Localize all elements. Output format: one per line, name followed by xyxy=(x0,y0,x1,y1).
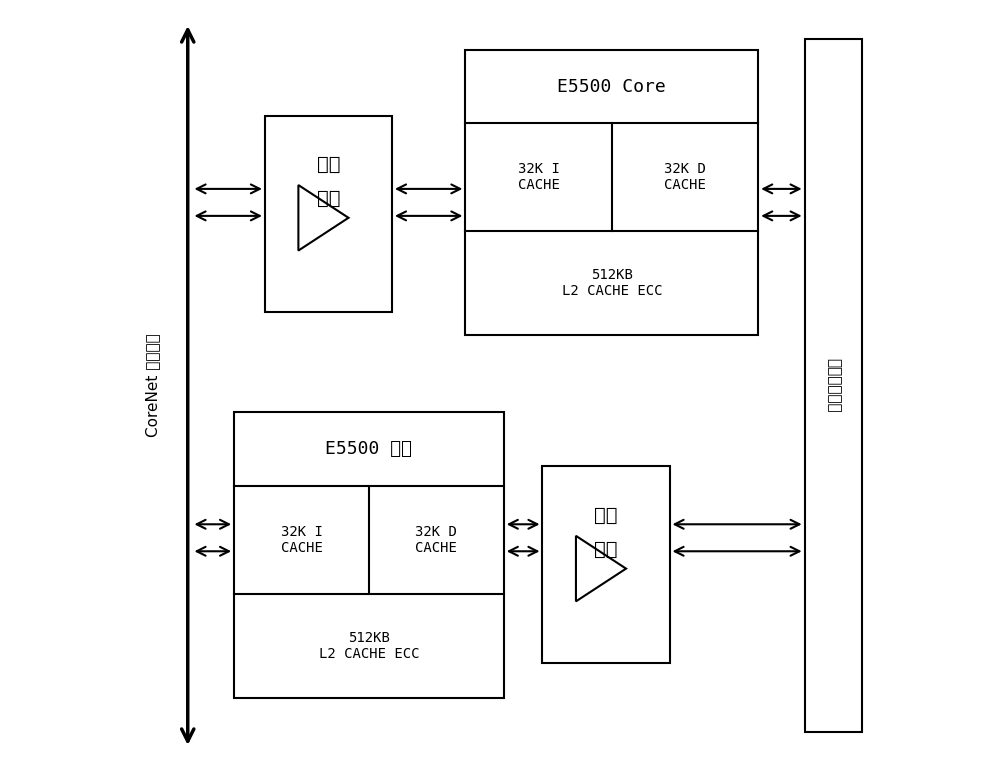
Text: 延迟: 延迟 xyxy=(594,506,618,525)
Text: 512KB
L2 CACHE ECC: 512KB L2 CACHE ECC xyxy=(319,631,419,661)
Text: 32K I
CACHE: 32K I CACHE xyxy=(518,162,559,193)
Text: 32K D
CACHE: 32K D CACHE xyxy=(415,524,457,555)
Text: CoreNet 片上总线: CoreNet 片上总线 xyxy=(146,334,161,437)
Bar xyxy=(805,39,862,732)
Bar xyxy=(542,466,670,663)
Text: 口线接口总线: 口线接口总线 xyxy=(826,358,841,413)
Text: 模块: 模块 xyxy=(317,189,340,207)
Text: 延迟: 延迟 xyxy=(317,155,340,174)
Bar xyxy=(265,116,392,312)
Text: E5500 内核: E5500 内核 xyxy=(325,440,412,458)
Text: E5500 Core: E5500 Core xyxy=(557,78,666,96)
Bar xyxy=(234,412,504,698)
Bar xyxy=(465,50,758,335)
Text: 512KB
L2 CACHE ECC: 512KB L2 CACHE ECC xyxy=(562,268,662,298)
Text: 模块: 模块 xyxy=(594,540,618,558)
Text: 32K I
CACHE: 32K I CACHE xyxy=(281,524,322,555)
Text: 32K D
CACHE: 32K D CACHE xyxy=(664,162,706,193)
